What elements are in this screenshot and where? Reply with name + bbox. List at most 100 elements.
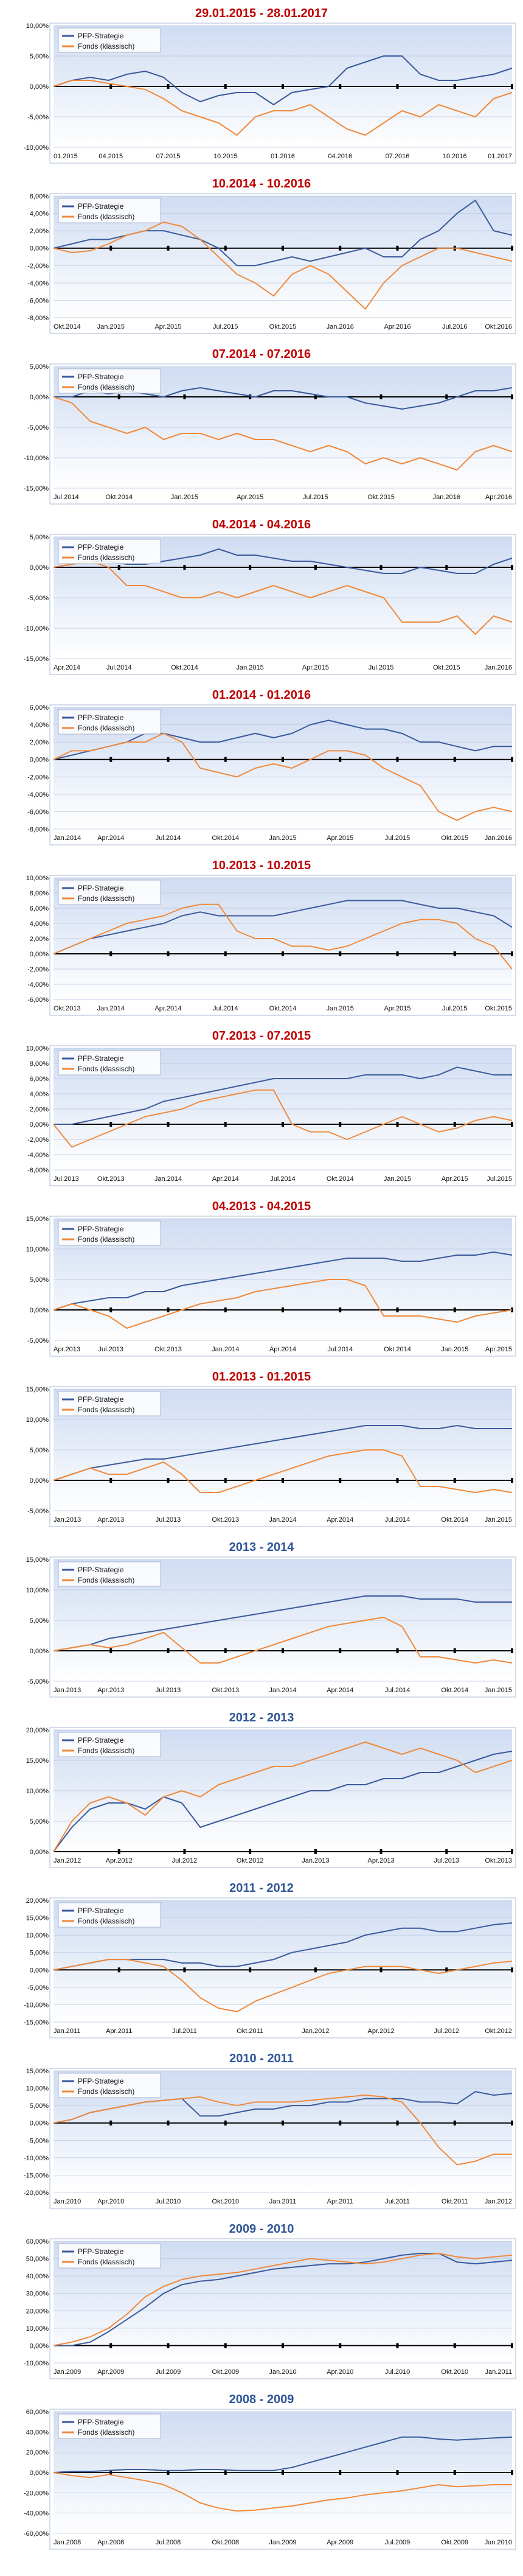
legend-box [58,880,161,905]
y-tick-label: -6,00% [27,808,49,816]
axis-marker [224,2120,227,2126]
x-tick-label: Apr.2008 [97,2539,124,2546]
x-tick-label: Jul.2012 [434,2028,459,2035]
x-tick-label: Apr.2016 [384,323,410,331]
y-tick-label: -10,00% [24,455,49,462]
axis-marker [109,2120,113,2126]
y-tick-label: 6,00% [30,905,49,912]
x-tick-label: Jul.2013 [434,1857,459,1864]
axis-marker [109,2470,113,2475]
axis-marker [109,1648,113,1653]
axis-marker [511,757,513,762]
x-tick-label: Jan.2011 [54,2028,80,2035]
series-line-fonds-klassisch [53,1741,513,1852]
axis-marker [339,2470,342,2475]
x-tick-label: Jan.2008 [54,2539,81,2546]
x-tick-label: Jan.2012 [54,1857,81,1864]
x-tick-label: Jul.2015 [213,323,238,331]
series-line-fonds-klassisch [53,1449,513,1493]
x-tick-label: Apr.2015 [384,1005,410,1012]
y-tick-label: -4,00% [27,1152,49,1159]
x-tick-label: 04.2016 [328,153,352,160]
x-tick-label: 04.2015 [99,153,123,160]
axis-marker [396,1122,399,1127]
y-tick-label: -10,00% [24,625,49,632]
legend-label: PFP-Strategie [78,1225,124,1233]
legend-label: Fonds (klassisch) [78,1235,134,1244]
x-tick-label: Apr.2015 [327,835,353,842]
y-tick-label: 40,00% [26,2273,49,2280]
chart-title: 29.01.2015 - 28.01.2017 [195,7,328,20]
y-tick-label: 0,00% [30,2120,49,2127]
axis-marker [167,951,170,956]
x-tick-label: Okt.2015 [441,835,468,842]
axis-marker [445,1967,448,1973]
x-tick-label: Okt.2014 [327,1175,354,1183]
chart-title: 2008 - 2009 [229,2393,294,2406]
x-tick-label: Okt.2013 [212,1687,239,1694]
x-tick-label: 07.2015 [156,153,181,160]
chart-13: 2010 - 2011 15,00% 10,00% 5,00% 0,00% -5,00% -… [24,2052,516,2209]
axis-marker [511,1122,513,1127]
legend-label: Fonds (klassisch) [78,2428,134,2437]
x-tick-label: Okt.2013 [485,1857,512,1864]
y-tick-label: 30,00% [26,2291,49,2298]
y-tick-label: 15,00% [26,1386,49,1393]
axis-marker [167,1122,170,1127]
x-tick-label: Okt.2013 [54,1005,81,1012]
x-tick-label: Apr.2014 [269,1346,296,1353]
x-tick-label: Jul.2012 [172,1857,198,1864]
y-tick-label: -60,00% [24,2530,49,2538]
axis-marker [314,1849,317,1854]
chart-title: 10.2013 - 10.2015 [212,859,311,872]
legend-label: Fonds (klassisch) [78,1065,134,1073]
y-tick-label: 4,00% [30,211,49,218]
axis-marker [396,84,399,89]
y-tick-label: 0,00% [30,951,49,958]
x-tick-label: Okt.2014 [54,323,81,331]
y-tick-label: 5,00% [30,1950,49,1957]
chart-4: 04.2014 - 04.2016 5,00% 0,00% -5,00% -10,00%… [24,518,516,675]
x-tick-label: Jul.2009 [156,2368,181,2376]
chart-title: 01.2014 - 01.2016 [212,688,311,702]
y-tick-label: -10,00% [24,2360,49,2367]
x-tick-label: Okt.2014 [171,664,198,671]
x-tick-label: Apr.2013 [97,1687,124,1694]
axis-marker [167,245,170,251]
legend-label: PFP-Strategie [78,1566,124,1574]
x-tick-label: Jan.2016 [433,494,460,501]
x-tick-label: Jul.2015 [303,494,328,501]
axis-marker [167,84,170,89]
y-tick-label: 0,00% [30,1307,49,1314]
axis-marker [445,394,448,399]
axis-marker [453,2343,456,2348]
axis-marker [109,1478,113,1483]
x-tick-label: 01.2017 [488,153,512,160]
legend-box [58,539,161,564]
x-tick-label: Jul.2016 [442,323,468,331]
axis-marker [282,2120,284,2126]
legend-label: Fonds (klassisch) [78,553,134,562]
x-tick-label: Apr.2013 [368,1857,395,1864]
legend-label: Fonds (klassisch) [78,2087,134,2096]
axis-marker [453,1478,456,1483]
x-tick-label: Jan.2009 [54,2368,81,2376]
legend-box [58,2243,161,2269]
y-tick-label: -6,00% [27,996,49,1004]
x-tick-label: Okt.2014 [441,1687,468,1694]
x-tick-label: Apr.2010 [97,2198,124,2205]
chart-2: 10.2014 - 10.2016 6,00% 4,00% 2,00% 0,00% -2,… [27,177,516,334]
x-tick-label: 01.2016 [271,153,295,160]
axis-marker [282,757,284,762]
y-tick-label: 2,00% [30,228,49,235]
legend-label: Fonds (klassisch) [78,42,134,51]
y-tick-label: -5,00% [27,424,49,432]
axis-marker [396,2120,399,2126]
series-line-fonds-klassisch [53,221,513,310]
legend-box [58,1902,161,1928]
x-tick-label: Jan.2015 [237,664,264,671]
y-tick-label: 0,00% [30,83,49,91]
x-tick-label: Apr.2015 [154,323,181,331]
axis-marker [224,1307,227,1312]
